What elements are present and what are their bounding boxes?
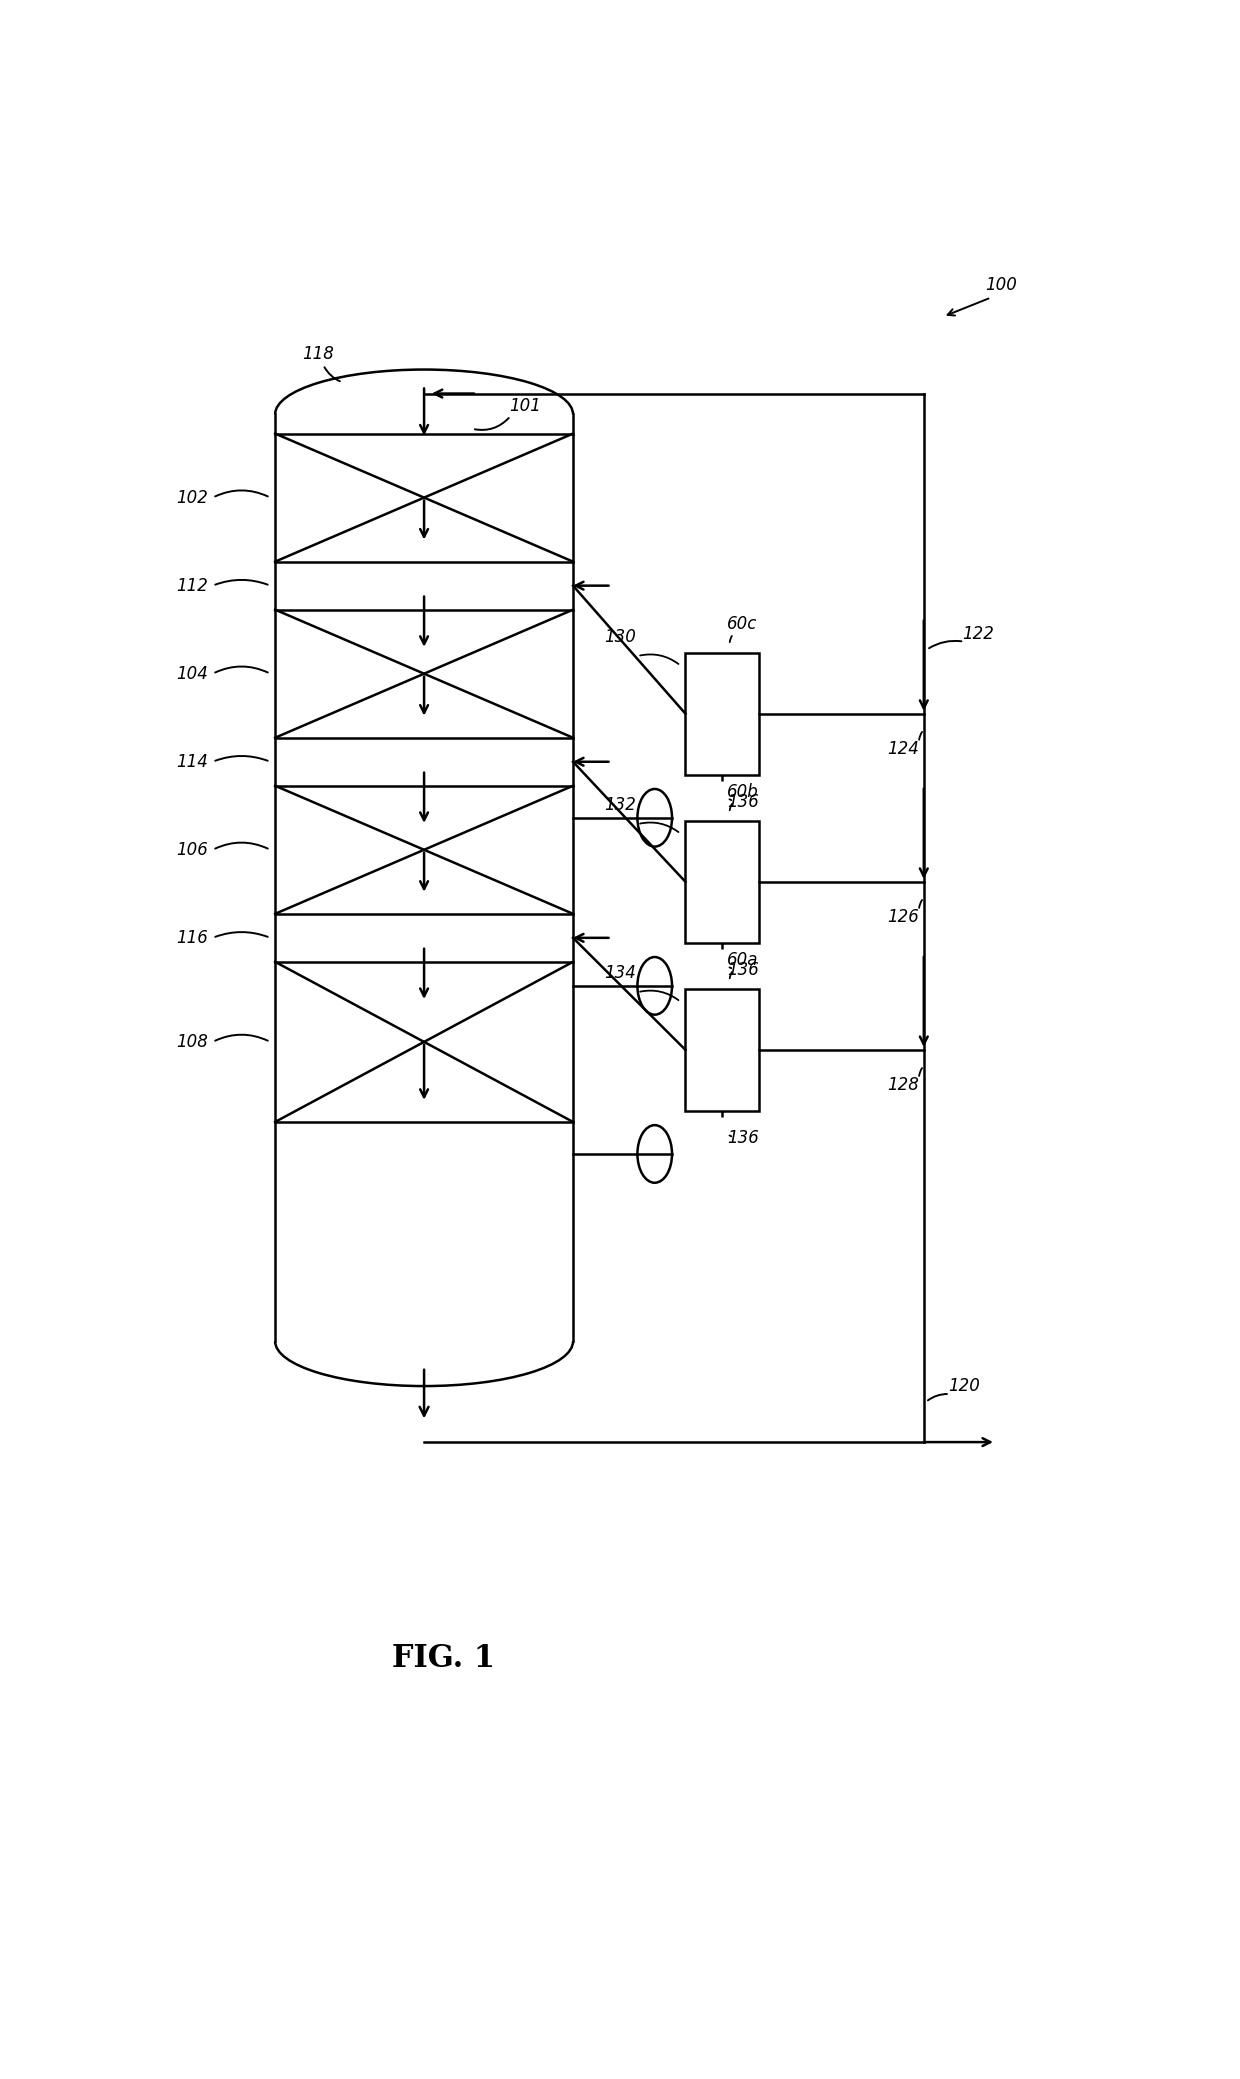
Text: 112: 112 (176, 576, 208, 595)
Text: 136: 136 (727, 1129, 759, 1148)
Bar (686, 821, 759, 942)
Text: 102: 102 (176, 489, 208, 507)
Text: 60c: 60c (727, 615, 758, 634)
Circle shape (637, 956, 672, 1015)
Bar (686, 990, 759, 1110)
Bar (686, 653, 759, 775)
Text: 130: 130 (604, 628, 636, 647)
Text: 136: 136 (727, 792, 759, 811)
Text: 118: 118 (303, 345, 335, 362)
Text: 104: 104 (176, 665, 208, 682)
Text: 108: 108 (176, 1033, 208, 1050)
Text: 106: 106 (176, 840, 208, 859)
Text: 60b: 60b (727, 784, 759, 800)
Text: 134: 134 (604, 965, 636, 981)
Text: 100: 100 (985, 277, 1017, 293)
Circle shape (637, 788, 672, 846)
Text: 60a: 60a (727, 952, 759, 969)
Text: 136: 136 (727, 960, 759, 979)
Text: 126: 126 (887, 909, 919, 925)
Text: 122: 122 (962, 624, 994, 642)
Text: 114: 114 (176, 753, 208, 771)
Text: 132: 132 (604, 796, 636, 815)
Text: 116: 116 (176, 929, 208, 946)
Text: 101: 101 (510, 397, 541, 416)
Text: 124: 124 (887, 740, 919, 759)
Text: 120: 120 (947, 1376, 980, 1395)
Circle shape (637, 1125, 672, 1183)
Text: 128: 128 (887, 1077, 919, 1094)
Text: FIG. 1: FIG. 1 (392, 1642, 495, 1674)
